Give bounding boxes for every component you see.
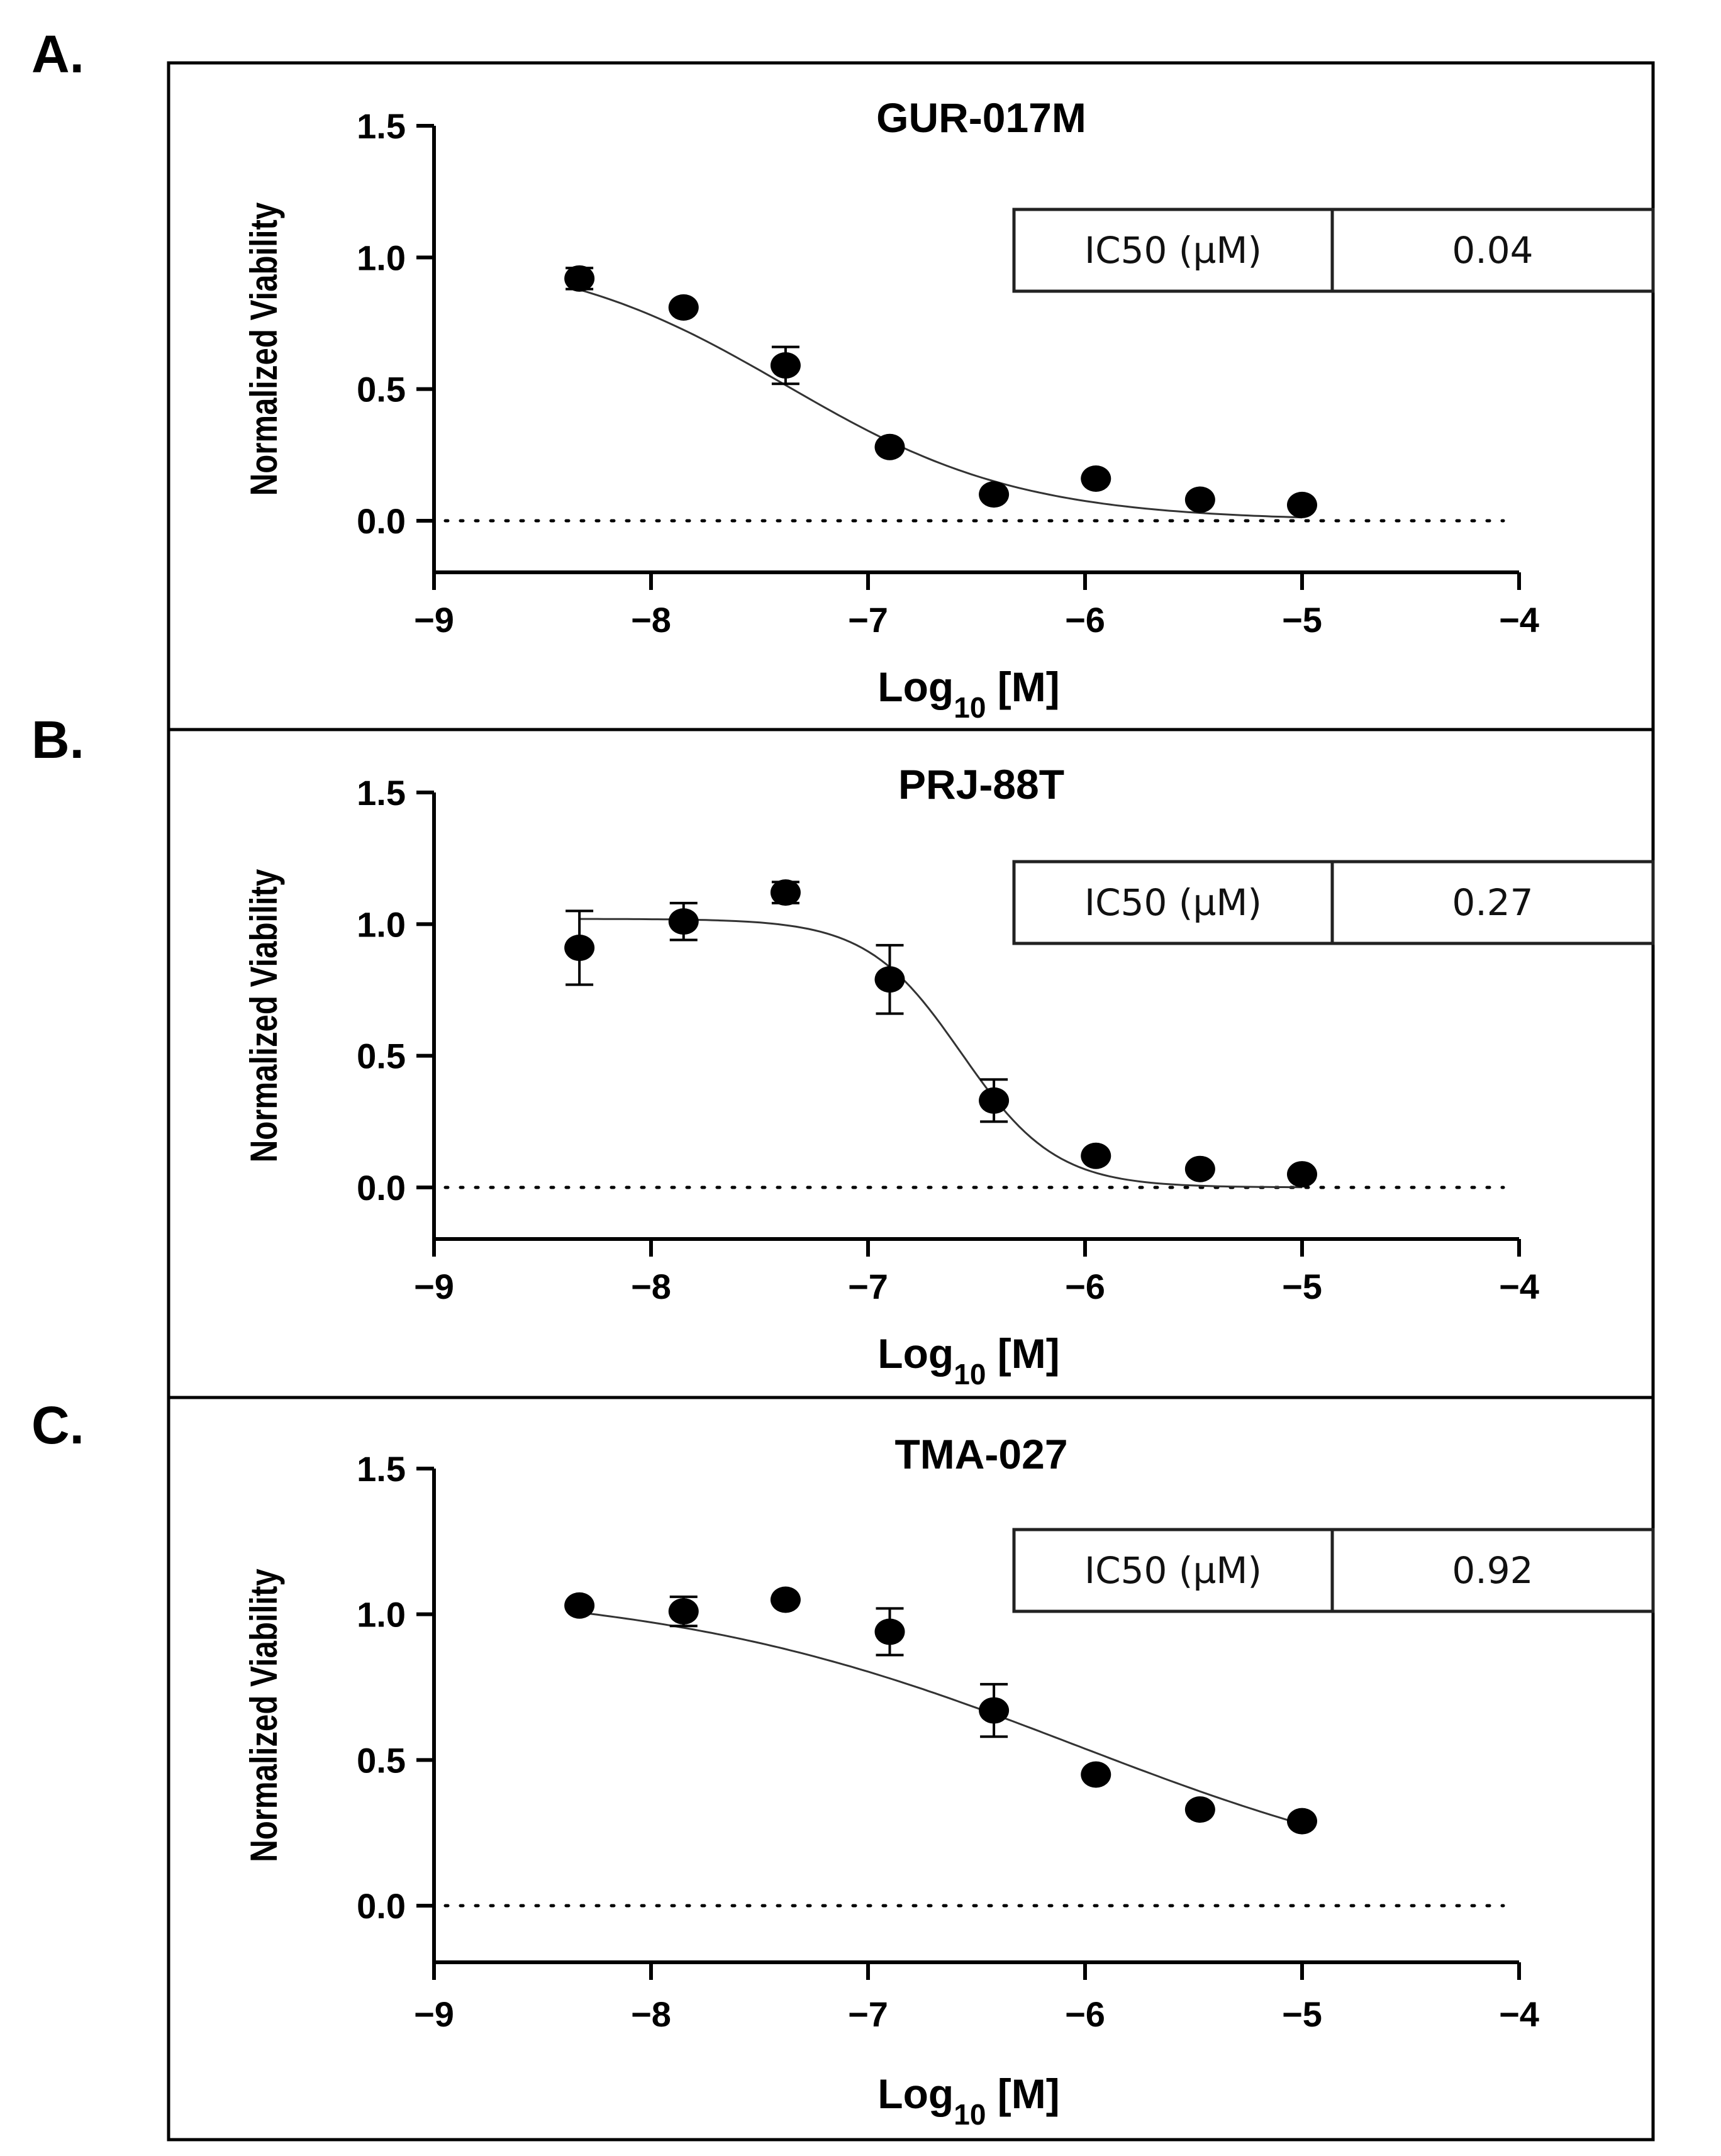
y-tick-label: 0.5 bbox=[357, 370, 406, 409]
y-tick-label: 0.5 bbox=[357, 1036, 406, 1076]
y-axis-label: Normalized Viability bbox=[242, 202, 285, 496]
data-point bbox=[564, 935, 595, 962]
data-point bbox=[1081, 1142, 1111, 1169]
y-axis-label: Normalized Viability bbox=[242, 1569, 285, 1862]
chart-panel-b: B. PRJ-88T 0.0 0.5 1.0 1.5 −9 −8 −7 −6 −5 −4 Log10 [… bbox=[31, 710, 1655, 1391]
data-point bbox=[1081, 1761, 1111, 1788]
chart-panel-a: A. GUR-017M 0.0 0.5 1.0 1.5 −9 −8 −7 −6 −5 −4 Log10 … bbox=[31, 25, 1655, 724]
data-point bbox=[874, 433, 905, 460]
x-tick-label: −6 bbox=[1065, 1267, 1105, 1306]
x-tick-label: −6 bbox=[1065, 1994, 1105, 2034]
y-tick-label: 1.5 bbox=[357, 1449, 406, 1489]
data-point bbox=[770, 1586, 801, 1613]
chart-title: TMA-027 bbox=[894, 1431, 1067, 1477]
ic50-label: IC50 (µM) bbox=[1084, 229, 1262, 272]
panel-letter: C. bbox=[31, 1396, 84, 1455]
data-point bbox=[1081, 465, 1111, 492]
figure-frame bbox=[167, 61, 1655, 2142]
ic50-value: 0.92 bbox=[1452, 1549, 1533, 1592]
x-tick-label: −7 bbox=[848, 600, 888, 640]
y-tick-label: 0.0 bbox=[357, 1886, 406, 1926]
x-tick-label: −6 bbox=[1065, 600, 1105, 640]
data-point bbox=[564, 1592, 595, 1619]
x-tick-label: −9 bbox=[414, 600, 454, 640]
fit-curve bbox=[579, 918, 1303, 1189]
x-tick-label: −5 bbox=[1282, 600, 1322, 640]
data-point bbox=[1184, 486, 1215, 513]
x-tick-label: −7 bbox=[848, 1994, 888, 2034]
y-tick-label: 0.0 bbox=[357, 1168, 406, 1208]
x-axis-label: Log10 [M] bbox=[877, 2070, 1059, 2131]
x-axis-label: Log10 [M] bbox=[877, 1330, 1059, 1391]
data-point bbox=[1287, 491, 1317, 518]
x-tick-label: −5 bbox=[1282, 1994, 1322, 2034]
y-tick-label: 1.0 bbox=[357, 1595, 406, 1635]
x-tick-label: −7 bbox=[848, 1267, 888, 1306]
data-point bbox=[668, 294, 699, 321]
x-tick-label: −4 bbox=[1499, 1267, 1539, 1306]
data-point bbox=[874, 1618, 905, 1645]
x-tick-label: −4 bbox=[1499, 1994, 1539, 2034]
x-tick-label: −8 bbox=[631, 600, 671, 640]
fit-curve bbox=[579, 289, 1303, 519]
data-point bbox=[1184, 1796, 1215, 1823]
data-point bbox=[979, 1087, 1010, 1114]
y-tick-label: 1.5 bbox=[357, 106, 406, 146]
y-tick-label: 1.5 bbox=[357, 773, 406, 813]
data-point bbox=[874, 966, 905, 993]
y-axis-label: Normalized Viability bbox=[242, 869, 285, 1162]
y-tick-label: 1.0 bbox=[357, 238, 406, 277]
data-point bbox=[668, 908, 699, 935]
data-point bbox=[564, 265, 595, 292]
data-point bbox=[770, 879, 801, 906]
data-point bbox=[1287, 1161, 1317, 1188]
fit-curve bbox=[579, 1611, 1303, 1826]
panel-letter: B. bbox=[31, 710, 84, 769]
chart-title: PRJ-88T bbox=[898, 761, 1064, 808]
data-point bbox=[770, 352, 801, 379]
panel-letter: A. bbox=[31, 25, 84, 84]
data-point bbox=[668, 1598, 699, 1625]
x-tick-label: −4 bbox=[1499, 600, 1539, 640]
ic50-label: IC50 (µM) bbox=[1084, 881, 1262, 924]
x-tick-label: −5 bbox=[1282, 1267, 1322, 1306]
x-tick-label: −8 bbox=[631, 1267, 671, 1306]
ic50-value: 0.04 bbox=[1452, 229, 1533, 272]
y-tick-label: 0.5 bbox=[357, 1740, 406, 1780]
data-point bbox=[1184, 1155, 1215, 1182]
ic50-value: 0.27 bbox=[1452, 881, 1533, 924]
y-tick-label: 1.0 bbox=[357, 904, 406, 944]
ic50-label: IC50 (µM) bbox=[1084, 1549, 1262, 1592]
x-tick-label: −9 bbox=[414, 1267, 454, 1306]
x-axis-label: Log10 [M] bbox=[877, 664, 1059, 724]
x-tick-label: −9 bbox=[414, 1994, 454, 2034]
data-point bbox=[1287, 1808, 1317, 1835]
data-point bbox=[979, 481, 1010, 508]
x-tick-label: −8 bbox=[631, 1994, 671, 2034]
chart-panel-c: C. TMA-027 0.0 0.5 1.0 1.5 −9 −8 −7 −6 −5 −4 Log10 [… bbox=[31, 1396, 1655, 2131]
y-tick-label: 0.0 bbox=[357, 501, 406, 541]
data-point bbox=[979, 1697, 1010, 1724]
chart-title: GUR-017M bbox=[876, 94, 1086, 141]
